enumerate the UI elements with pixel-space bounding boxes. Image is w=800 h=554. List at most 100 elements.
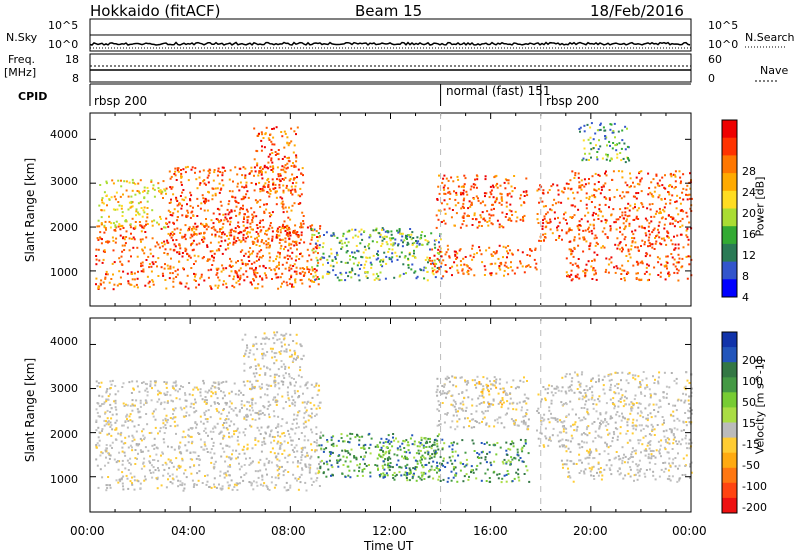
scatter-cell-0-3	[138, 192, 141, 195]
scatter-cell-0-6	[466, 265, 469, 268]
scatter-cell-0-1	[246, 210, 249, 213]
scatter-cell-0-9	[687, 243, 690, 246]
scatter-cell-1-0	[136, 479, 139, 482]
scatter-cell-0-7	[495, 174, 498, 177]
scatter-cell-1-0	[105, 400, 108, 403]
scatter-cell-0-2	[260, 169, 263, 172]
scatter-cell-0-1	[189, 198, 192, 201]
scatter-cell-0-9	[676, 194, 679, 197]
scatter-cell-1-1	[299, 366, 302, 369]
scatter-cell-0-5	[384, 230, 387, 233]
scatter-cell-1-0	[233, 483, 236, 486]
scatter-cell-1-0	[258, 410, 261, 413]
scatter-cell-1-2	[349, 437, 352, 440]
scatter-cell-1-0	[278, 447, 281, 450]
scatter-cell-0-10	[612, 130, 615, 132]
freq-unit: [MHz]	[4, 66, 37, 79]
scatter-cell-0-1	[195, 225, 198, 228]
scatter-cell-0-9	[611, 179, 614, 181]
scatter-cell-0-9	[577, 244, 580, 247]
scatter-cell-0-1	[251, 213, 254, 216]
scatter-cell-1-3	[388, 468, 391, 471]
scatter-cell-1-3	[480, 442, 483, 444]
scatter-cell-0-9	[677, 221, 680, 224]
scatter-cell-1-3	[446, 461, 449, 464]
scatter-cell-0-1	[204, 224, 207, 227]
scatter-cell-0-7	[485, 192, 488, 195]
scatter-cell-0-6	[440, 262, 443, 265]
scatter-cell-0-4	[336, 276, 339, 279]
scatter-cell-0-2	[290, 191, 292, 194]
scatter-cell-1-0	[159, 427, 162, 430]
scatter-cell-0-9	[654, 212, 657, 215]
scatter-cell-1-0	[257, 470, 260, 473]
scatter-cell-0-1	[271, 211, 274, 214]
velocity-ytick-3000: 3000	[50, 382, 78, 395]
scatter-cell-0-9	[623, 238, 626, 241]
scatter-cell-0-9	[580, 188, 583, 191]
scatter-cell-0-1	[238, 239, 241, 242]
scatter-cell-0-0	[122, 227, 125, 229]
scatter-cell-0-4	[311, 249, 314, 252]
scatter-cell-1-0	[228, 411, 230, 414]
scatter-cell-1-3	[470, 471, 472, 474]
scatter-cell-0-1	[263, 212, 266, 214]
scatter-cell-1-0	[316, 467, 319, 470]
scatter-cell-0-7	[508, 219, 511, 222]
scatter-cell-1-3	[528, 480, 531, 483]
scatter-cell-1-0	[166, 401, 169, 404]
scatter-cell-0-1	[176, 227, 179, 230]
scatter-cell-1-0	[131, 403, 134, 406]
scatter-cell-1-3	[414, 467, 416, 470]
scatter-cell-1-0	[167, 478, 169, 481]
scatter-cell-1-1	[280, 360, 283, 362]
scatter-cell-1-1	[290, 355, 293, 358]
scatter-cell-0-9	[635, 197, 638, 200]
scatter-cell-0-10	[586, 123, 589, 126]
scatter-cell-0-0	[316, 276, 319, 278]
scatter-cell-0-10	[611, 131, 614, 134]
scatter-cell-0-1	[286, 228, 289, 231]
scatter-cell-0-5	[397, 231, 400, 234]
scatter-cell-0-1	[206, 244, 209, 247]
scatter-cell-1-0	[311, 396, 314, 399]
scatter-cell-1-1	[283, 350, 286, 353]
scatter-cell-0-8	[543, 215, 546, 218]
scatter-cell-0-0	[95, 248, 98, 251]
nave-label: Nave	[760, 64, 789, 77]
scatter-cell-0-0	[203, 226, 206, 228]
scatter-cell-0-7	[505, 205, 508, 208]
scatter-cell-0-0	[230, 266, 233, 268]
scatter-cell-0-0	[133, 278, 136, 281]
scatter-cell-1-2	[337, 459, 340, 462]
scatter-cell-1-1	[264, 372, 267, 375]
scatter-cell-1-1	[252, 372, 255, 375]
scatter-cell-0-2	[257, 174, 260, 177]
scatter-cell-0-6	[454, 255, 457, 258]
scatter-cell-0-9	[625, 255, 628, 257]
xtick-3: 12:00	[372, 524, 407, 538]
scatter-cell-1-3	[520, 448, 523, 451]
scatter-cell-1-2	[436, 435, 439, 438]
scatter-cell-1-2	[421, 454, 424, 457]
scatter-cell-1-0	[127, 446, 130, 449]
scatter-cell-1-2	[343, 440, 346, 443]
scatter-cell-0-3	[159, 189, 162, 192]
scatter-cell-1-0	[178, 398, 181, 401]
scatter-cell-1-3	[456, 442, 459, 445]
scatter-cell-1-2	[411, 434, 414, 437]
scatter-cell-1-1	[290, 377, 293, 379]
scatter-cell-0-1	[203, 209, 206, 212]
scatter-cell-0-0	[278, 253, 281, 256]
scatter-cell-0-9	[648, 222, 651, 225]
scatter-cell-0-9	[570, 252, 573, 255]
vel-cb-tick-m100: -100	[742, 480, 767, 493]
scatter-cell-0-1	[174, 170, 177, 173]
scatter-cell-0-1	[214, 187, 217, 190]
scatter-cell-0-6	[519, 262, 522, 265]
scatter-cell-0-0	[161, 272, 164, 275]
scatter-cell-0-9	[653, 190, 656, 193]
scatter-cell-0-0	[270, 268, 273, 271]
scatter-cell-0-0	[119, 283, 122, 286]
scatter-cell-0-9	[682, 198, 685, 201]
